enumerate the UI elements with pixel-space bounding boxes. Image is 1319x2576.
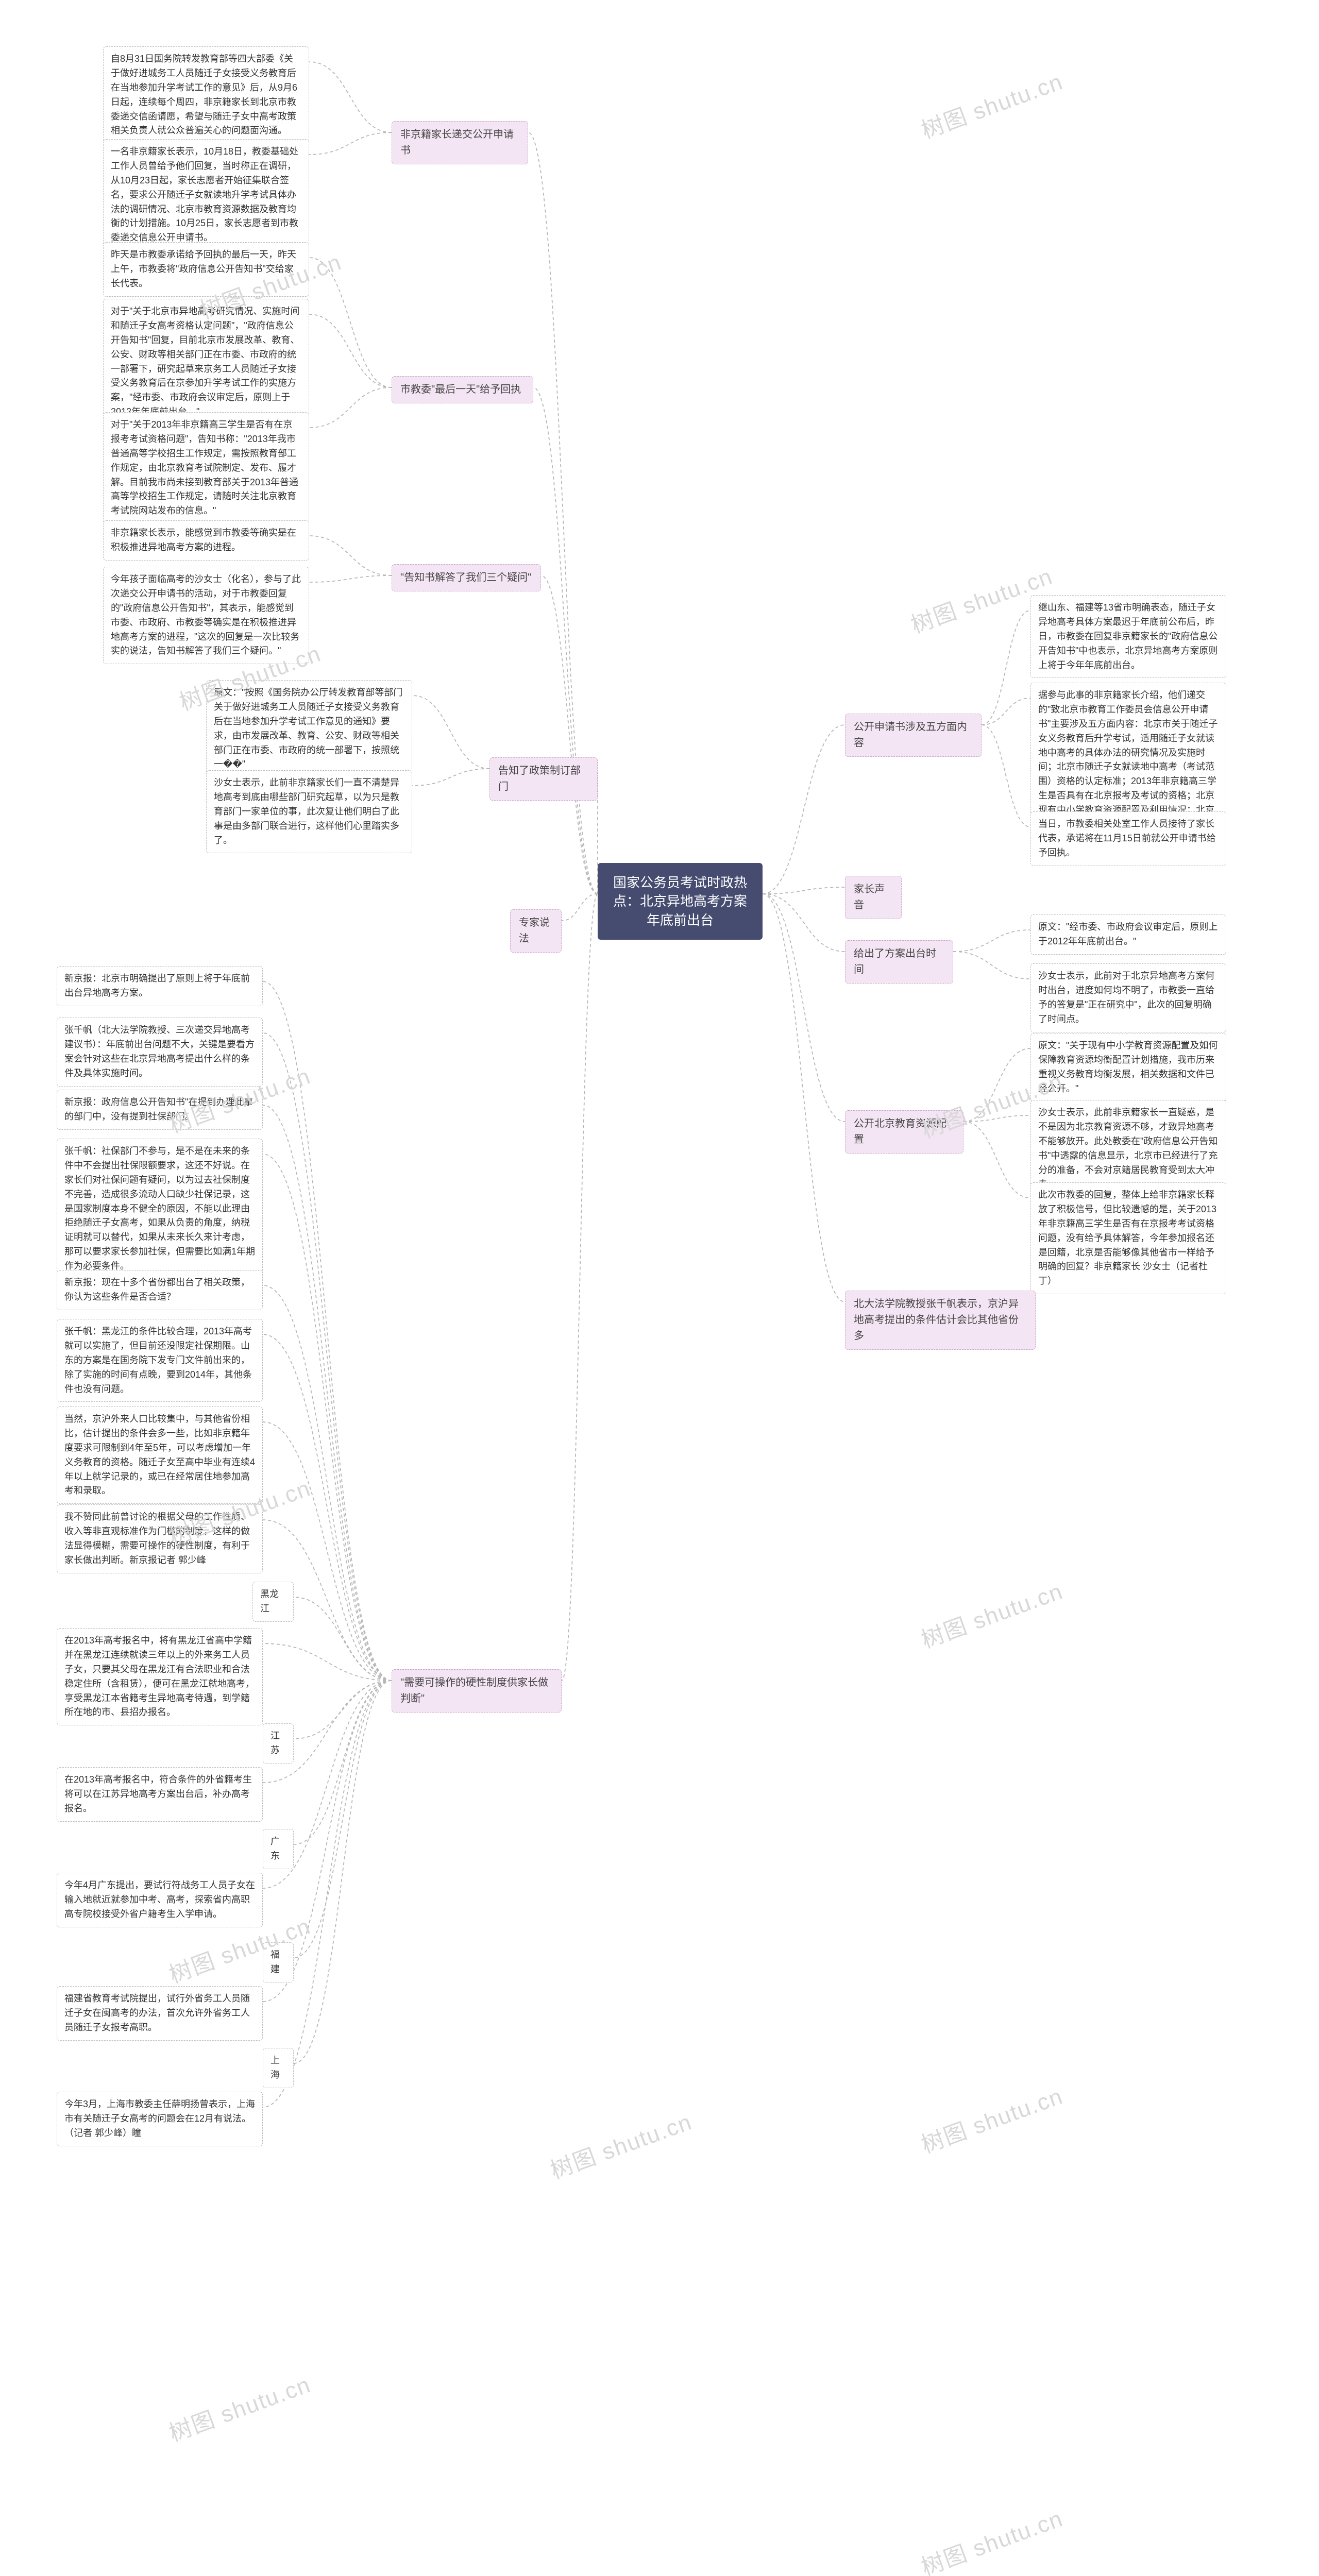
center-node: 国家公务员考试时政热点：北京异地高考方案年底前出台 — [598, 863, 763, 940]
category-r4: 公开北京教育资源配置 — [845, 1110, 963, 1154]
watermark: 树图 shutu.cn — [916, 1573, 1067, 1655]
leaf-l6-13: 今年4月广东提出，要试行符战务工人员子女在输入地就近就参加中考、高考，探索省内高… — [57, 1873, 263, 1927]
leaf-r3-1: 沙女士表示，此前对于北京异地高考方案何时出台，进度如何均不明了，市教委一直给予的… — [1030, 963, 1226, 1032]
leaf-l1-0: 自8月31日国务院转发教育部等四大部委《关于做好进城务工人员随迁子女接受义务教育… — [103, 46, 309, 144]
category-l2: 市教委"最后一天"给予回执 — [392, 376, 533, 403]
leaf-l6-3: 张千帆：社保部门不参与，是不是在未来的条件中不会提出社保限额要求，这还不好说。在… — [57, 1139, 263, 1279]
leaf-l6-12: 广东 — [263, 1829, 294, 1869]
leaf-l2-2: 对于"关于2013年非京籍高三学生是否有在京报考考试资格问题"，告知书称："20… — [103, 412, 309, 524]
leaf-l2-0: 昨天是市教委承诺给予回执的最后一天，昨天上午，市教委将"政府信息公开告知书"交给… — [103, 242, 309, 297]
leaf-l6-8: 黑龙江 — [252, 1582, 294, 1622]
category-l4: 告知了政策制订部门 — [489, 757, 598, 801]
category-l5: 专家说法 — [510, 909, 562, 953]
leaf-l6-14: 福建 — [263, 1942, 294, 1982]
watermark: 树图 shutu.cn — [916, 2500, 1067, 2576]
leaf-l6-11: 在2013年高考报名中，符合条件的外省籍考生将可以在江苏异地高考方案出台后，补办… — [57, 1767, 263, 1822]
leaf-r1-2: 当日，市教委相关处室工作人员接待了家长代表，承诺将在11月15日前就公开申请书给… — [1030, 811, 1226, 866]
watermark: 树图 shutu.cn — [545, 2104, 696, 2185]
leaf-l3-0: 非京籍家长表示，能感觉到市教委等确实是在积极推进异地高考方案的进程。 — [103, 520, 309, 561]
leaf-l4-1: 沙女士表示，此前非京籍家长们一直不清楚异地高考到底由哪些部门研究起草，以为只是教… — [206, 770, 412, 853]
leaf-l6-6: 当然，京沪外来人口比较集中，与其他省份相比，估计提出的条件会多一些，比如非京籍年… — [57, 1406, 263, 1504]
watermark: 树图 shutu.cn — [164, 2366, 315, 2448]
category-r2: 家长声音 — [845, 876, 902, 919]
leaf-r1-0: 继山东、福建等13省市明确表态，随迁子女异地高考具体方案最迟于年底前公布后，昨日… — [1030, 595, 1226, 678]
leaf-l6-2: 新京报：政府信息公开告知书"在提到办理此事的部门中，没有提到社保部门。 — [57, 1090, 263, 1130]
leaf-r4-0: 原文："关于现有中小学教育资源配置及如何保障教育资源均衡配置计划措施，我市历来重… — [1030, 1033, 1226, 1102]
leaf-r3-0: 原文："经市委、市政府会议审定后，原则上于2012年年底前出台。" — [1030, 914, 1226, 955]
category-l6: "需要可操作的硬性制度供家长做判断" — [392, 1669, 562, 1713]
leaf-l6-9: 在2013年高考报名中，将有黑龙江省高中学籍并在黑龙江连续就读三年以上的外来务工… — [57, 1628, 263, 1725]
leaf-l6-5: 张千帆：黑龙江的条件比较合理，2013年高考就可以实施了，但目前还没限定社保期限… — [57, 1319, 263, 1402]
leaf-l3-1: 今年孩子面临高考的沙女士（化名），参与了此次递交公开申请书的活动，对于市教委回复… — [103, 567, 309, 664]
watermark: 树图 shutu.cn — [916, 2078, 1067, 2160]
category-l3: "告知书解答了我们三个疑问" — [392, 564, 541, 591]
leaf-l2-1: 对于"关于北京市异地高考研究情况、实施时间和随迁子女高考资格认定问题"，"政府信… — [103, 299, 309, 425]
leaf-l6-1: 张千帆（北大法学院教授、三次递交异地高考建议书）：年底前出台问题不大，关键是要看… — [57, 1018, 263, 1087]
leaf-l6-4: 新京报：现在十多个省份都出台了相关政策，你认为这些条件是否合适？ — [57, 1270, 263, 1310]
leaf-l6-17: 今年3月，上海市教委主任薛明扬曾表示，上海市有关随迁子女高考的问题会在12月有说… — [57, 2092, 263, 2146]
leaf-l6-16: 上海 — [263, 2048, 294, 2088]
leaf-l1-1: 一名非京籍家长表示，10月18日，教委基础处工作人员曾给予他们回复，当时称正在调… — [103, 139, 309, 251]
leaf-l6-7: 我不赞同此前曾讨论的根据父母的工作性质、收入等非直观标准作为门槛的制度，这样的做… — [57, 1504, 263, 1573]
watermark: 树图 shutu.cn — [916, 63, 1067, 145]
leaf-l6-10: 江苏 — [263, 1723, 294, 1764]
category-r5: 北大法学院教授张千帆表示，京沪异地高考提出的条件估计会比其他省份多 — [845, 1291, 1036, 1350]
leaf-l4-0: 原文："按照《国务院办公厅转发教育部等部门关于做好进城务工人员随迁子女接受义务教… — [206, 680, 412, 777]
leaf-r4-2: 此次市教委的回复，整体上给非京籍家长释放了积极信号，但比较遗憾的是，关于2013… — [1030, 1182, 1226, 1294]
leaf-l6-15: 福建省教育考试院提出，试行外省务工人员随迁子女在闽高考的办法，首次允许外省务工人… — [57, 1986, 263, 2041]
category-r1: 公开申请书涉及五方面内容 — [845, 714, 982, 757]
category-l1: 非京籍家长递交公开申请书 — [392, 121, 528, 164]
leaf-l6-0: 新京报：北京市明确提出了原则上将于年底前出台异地高考方案。 — [57, 966, 263, 1006]
category-r3: 给出了方案出台时间 — [845, 940, 953, 984]
